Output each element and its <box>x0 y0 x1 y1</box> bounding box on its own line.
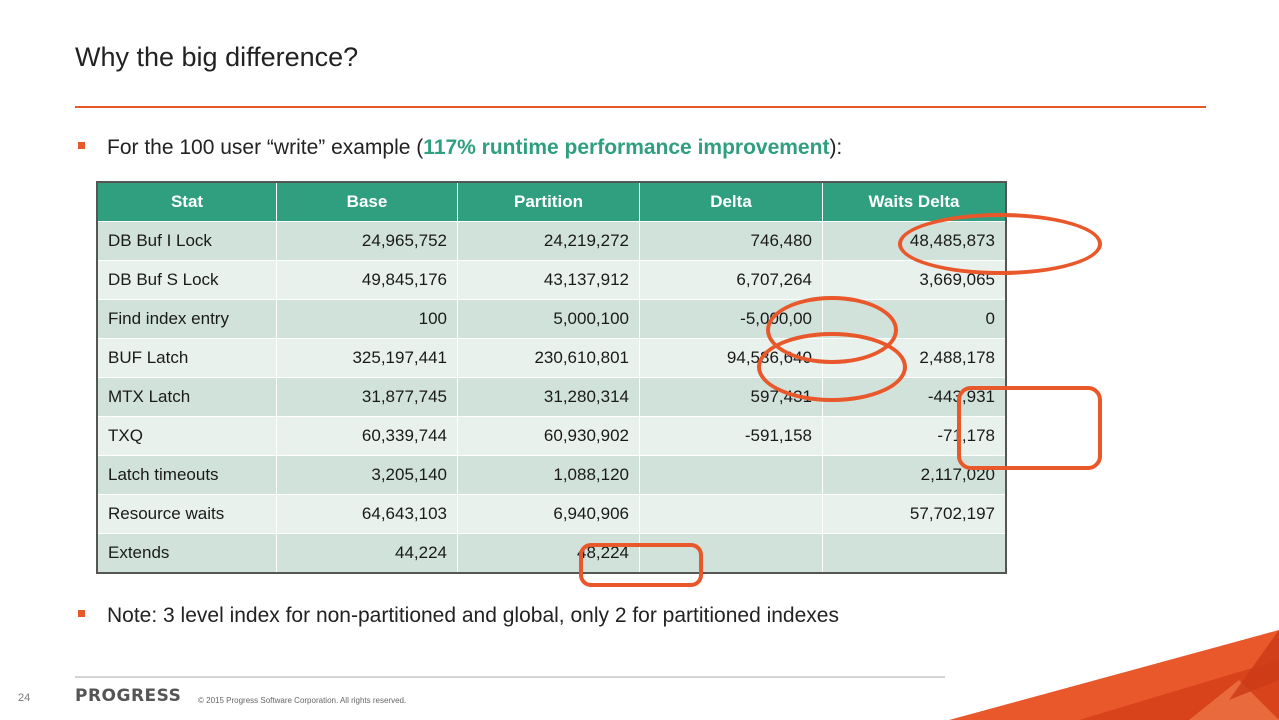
cell-waits-delta: 2,117,020 <box>822 455 1006 495</box>
cell-base: 31,877,745 <box>276 377 458 417</box>
note-text: Note: 3 level index for non-partitioned … <box>107 604 839 627</box>
copyright-notice: © 2015 Progress Software Corporation. Al… <box>198 696 407 705</box>
cell-base: 3,205,140 <box>276 455 458 495</box>
cell-stat: Find index entry <box>97 299 277 339</box>
square-bullet-icon <box>78 609 85 617</box>
cell-base: 24,965,752 <box>276 221 458 261</box>
cell-partition: 5,000,100 <box>457 299 640 339</box>
table-row: Extends 44,224 48,224 <box>97 533 1006 573</box>
cell-partition: 43,137,912 <box>457 260 640 300</box>
title-divider <box>75 106 1206 108</box>
cell-delta <box>639 494 823 534</box>
cell-delta: 746,480 <box>639 221 823 261</box>
cell-stat: Latch timeouts <box>97 455 277 495</box>
cell-stat: MTX Latch <box>97 377 277 417</box>
cell-partition: 230,610,801 <box>457 338 640 378</box>
cell-base: 49,845,176 <box>276 260 458 300</box>
cell-base: 325,197,441 <box>276 338 458 378</box>
bullet-note: Note: 3 level index for non-partitioned … <box>78 604 839 628</box>
table-header-row: Stat Base Partition Delta Waits Delta <box>97 182 1006 222</box>
cell-stat: DB Buf I Lock <box>97 221 277 261</box>
slide-title: Why the big difference? <box>75 42 359 72</box>
bullet-runtime-example: For the 100 user “write” example (117% r… <box>78 136 842 160</box>
table-row: DB Buf I Lock 24,965,752 24,219,272 746,… <box>97 221 1006 261</box>
cell-partition: 31,280,314 <box>457 377 640 417</box>
cell-partition: 60,930,902 <box>457 416 640 456</box>
cell-partition: 48,224 <box>457 533 640 573</box>
highlight-box-waits-negative <box>957 386 1102 470</box>
footer-divider <box>75 676 945 678</box>
cell-delta <box>639 533 823 573</box>
cell-waits-delta <box>822 533 1006 573</box>
cell-base: 100 <box>276 299 458 339</box>
highlight-box-extends-partition <box>579 543 703 587</box>
header-partition: Partition <box>457 182 640 222</box>
cell-delta: -591,158 <box>639 416 823 456</box>
cell-delta <box>639 455 823 495</box>
bullet-highlight: 117% runtime performance improvement <box>423 136 830 159</box>
cell-stat: Resource waits <box>97 494 277 534</box>
cell-base: 64,643,103 <box>276 494 458 534</box>
page-number: 24 <box>18 692 31 704</box>
header-stat: Stat <box>97 182 277 222</box>
cell-stat: BUF Latch <box>97 338 277 378</box>
header-delta: Delta <box>639 182 823 222</box>
cell-stat: Extends <box>97 533 277 573</box>
cell-delta: 6,707,264 <box>639 260 823 300</box>
cell-waits-delta: 57,702,197 <box>822 494 1006 534</box>
cell-stat: DB Buf S Lock <box>97 260 277 300</box>
bullet-suffix: ): <box>829 136 843 159</box>
progress-logo: PROGRESS <box>75 686 182 706</box>
table-row: TXQ 60,339,744 60,930,902 -591,158 -71,1… <box>97 416 1006 456</box>
header-base: Base <box>276 182 458 222</box>
cell-stat: TXQ <box>97 416 277 456</box>
cell-partition: 24,219,272 <box>457 221 640 261</box>
cell-partition: 6,940,906 <box>457 494 640 534</box>
square-bullet-icon <box>78 141 85 149</box>
cell-partition: 1,088,120 <box>457 455 640 495</box>
highlight-circle-delta-buf-latch <box>757 332 907 402</box>
cell-base: 44,224 <box>276 533 458 573</box>
highlight-circle-waits-dbbuf <box>898 213 1102 275</box>
cell-base: 60,339,744 <box>276 416 458 456</box>
cell-waits-delta: -71,178 <box>822 416 1006 456</box>
table-row: DB Buf S Lock 49,845,176 43,137,912 6,70… <box>97 260 1006 300</box>
bullet-prefix: For the 100 user “write” example ( <box>107 136 424 159</box>
table-row: Latch timeouts 3,205,140 1,088,120 2,117… <box>97 455 1006 495</box>
corner-decoration-graphic <box>949 630 1279 720</box>
table-row: Resource waits 64,643,103 6,940,906 57,7… <box>97 494 1006 534</box>
